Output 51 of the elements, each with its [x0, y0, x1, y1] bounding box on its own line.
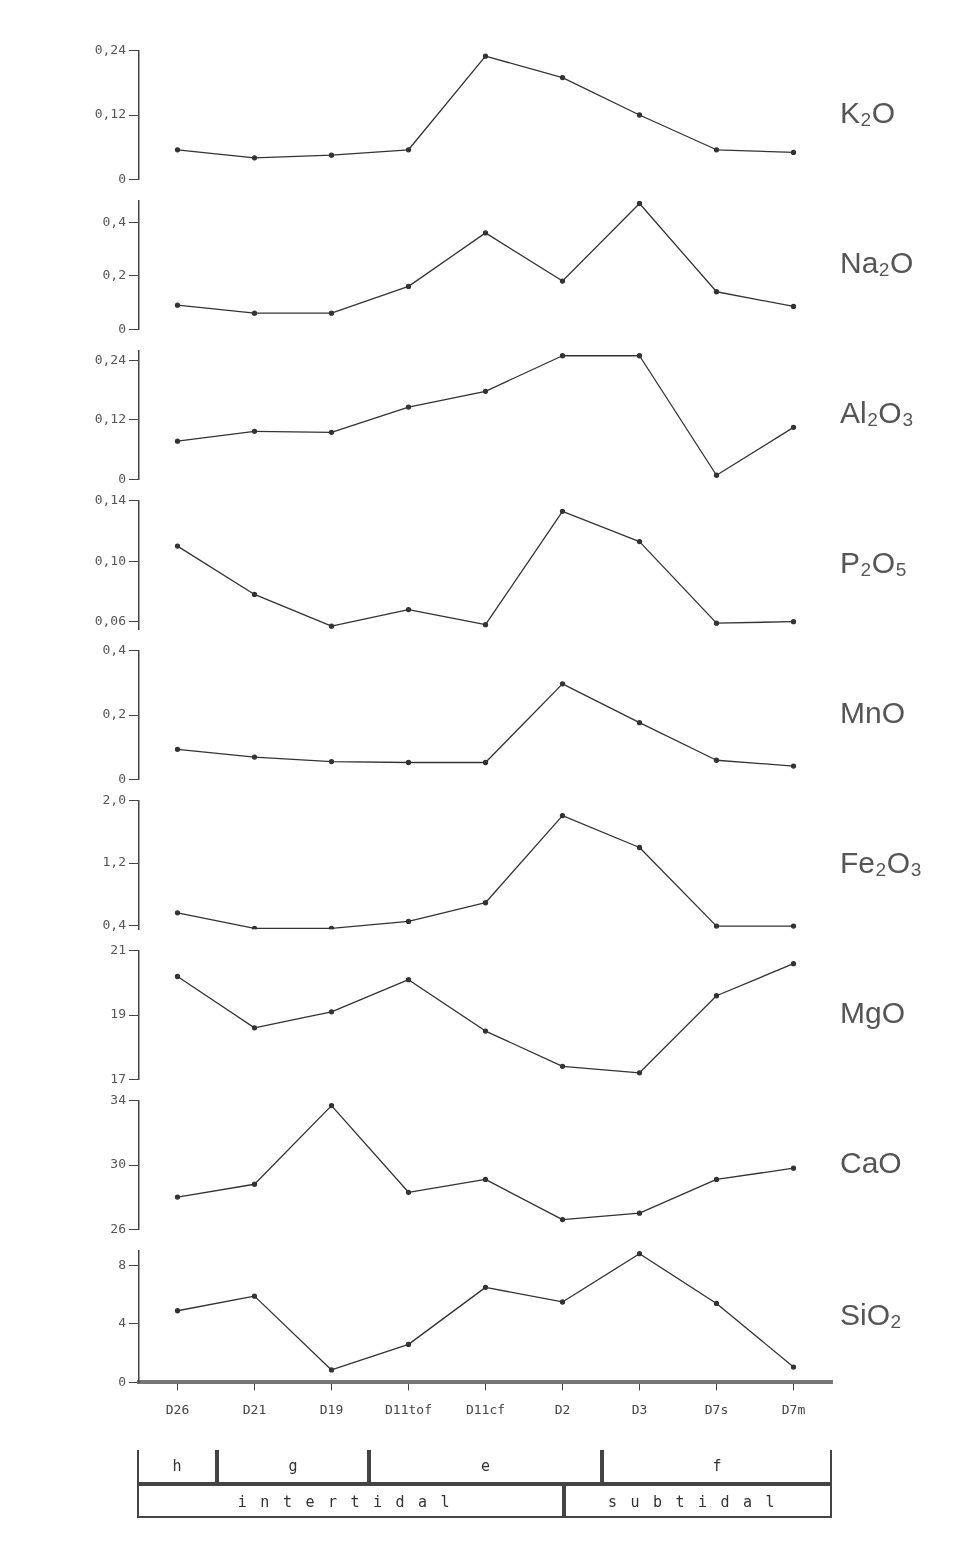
y-tick-label: 0,2: [102, 706, 126, 722]
series-label: CaO: [840, 1146, 902, 1180]
x-tick-label: D21: [242, 1401, 267, 1417]
y-tick-label: 0,4: [102, 916, 127, 932]
y-tick-label: 0,12: [94, 106, 126, 122]
y-tick-label: 8: [118, 1256, 126, 1272]
y-tick-label: 0,06: [94, 613, 126, 629]
y-tick-label: 0: [118, 170, 126, 186]
text: P₂O₅: [840, 546, 908, 580]
series-label: K₂O: [840, 96, 895, 130]
text: f: [602, 1450, 832, 1484]
x-tick-label: D7m: [781, 1401, 806, 1417]
x-tick-label: D7s: [704, 1401, 729, 1417]
series-label: SiO₂: [840, 1297, 902, 1331]
text: h: [137, 1450, 217, 1484]
x-tick-label: D11tof: [385, 1401, 432, 1417]
y-tick-label: 0,12: [94, 411, 126, 427]
y-tick-label: 0,2: [102, 267, 126, 283]
x-tick-label: D11cf: [465, 1401, 506, 1417]
series-label: Na₂O: [840, 246, 914, 280]
y-tick-label: 26: [110, 1220, 126, 1236]
y-tick-label: 21: [110, 942, 126, 958]
y-tick-label: 2,0: [102, 792, 126, 808]
text: g: [217, 1450, 369, 1484]
x-tick-label: D26: [165, 1401, 190, 1417]
y-tick-label: 0: [118, 320, 126, 336]
y-tick-label: 0: [118, 470, 126, 486]
y-tick-label: 34: [110, 1092, 127, 1108]
text: Fe₂O₃: [840, 846, 923, 880]
x-tick-label: D19: [319, 1401, 344, 1417]
y-tick-label: 0: [118, 1373, 126, 1389]
series-label: MnO: [840, 696, 906, 730]
series-label: MgO: [840, 996, 906, 1030]
y-tick-label: 19: [110, 1006, 126, 1022]
y-tick-label: 0,24: [94, 352, 127, 368]
series-label: Al₂O₃: [840, 396, 914, 430]
y-tick-label: 30: [110, 1156, 126, 1172]
text: subtidal: [564, 1484, 832, 1518]
y-tick-label: 0,14: [94, 492, 127, 508]
y-tick-label: 17: [110, 1070, 126, 1086]
y-tick-label: 0,4: [102, 213, 127, 229]
y-tick-label: 4: [118, 1315, 127, 1331]
text: intertidal: [137, 1484, 564, 1518]
y-tick-label: 1,2: [102, 854, 126, 870]
text: e: [369, 1450, 602, 1484]
y-tick-label: 0: [118, 770, 126, 786]
y-tick-label: 0,24: [94, 42, 127, 58]
y-tick-label: 0,4: [102, 642, 127, 658]
y-tick-label: 0,10: [94, 552, 126, 568]
x-tick-label: D3: [631, 1401, 648, 1417]
x-tick-label: D2: [554, 1401, 571, 1417]
